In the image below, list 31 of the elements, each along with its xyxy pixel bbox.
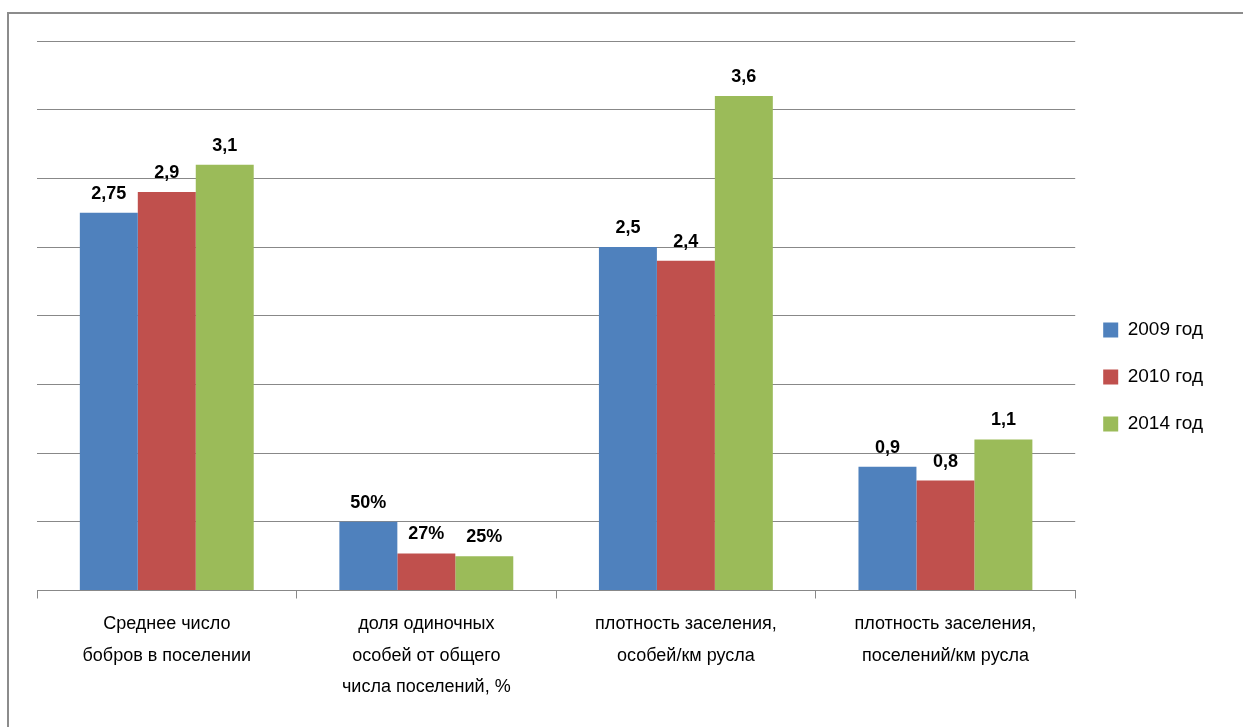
- bar: [397, 553, 456, 590]
- x-tick-label: доля одиночных особей от общего числа поселений, %: [341, 613, 511, 697]
- x-tick-label: плотность заселения, поселений/км русла: [854, 613, 1037, 665]
- data-label: 2,75: [91, 182, 127, 203]
- bar: [79, 212, 138, 590]
- bar: [714, 95, 773, 590]
- data-label: 50%: [350, 491, 387, 512]
- data-label: 3,6: [731, 65, 757, 86]
- data-label: 25%: [466, 526, 503, 547]
- legend-label: 2009 год: [1127, 318, 1203, 340]
- bar: [137, 192, 196, 590]
- data-label: 2,4: [673, 230, 699, 251]
- bar: [339, 521, 398, 590]
- bar: [455, 556, 514, 590]
- data-label: 2,5: [615, 217, 641, 238]
- bar: [656, 260, 715, 590]
- data-label: 27%: [408, 523, 445, 544]
- legend-label: 2014 год: [1127, 412, 1203, 434]
- x-tick-label: Среднее число бобров в поселении: [82, 613, 252, 665]
- bar: [858, 466, 917, 590]
- data-label: 0,8: [932, 450, 958, 471]
- bar: [916, 480, 975, 590]
- x-tick-label: плотность заселения, особей/км русла: [594, 613, 777, 665]
- bar: [195, 164, 254, 590]
- data-label: 0,9: [874, 436, 900, 457]
- data-label: 3,1: [212, 134, 238, 155]
- bar: [598, 247, 657, 590]
- data-label: 2,9: [154, 162, 180, 183]
- data-label: 1,1: [990, 409, 1016, 430]
- legend-label: 2010 год: [1127, 365, 1203, 387]
- bar: [974, 439, 1033, 590]
